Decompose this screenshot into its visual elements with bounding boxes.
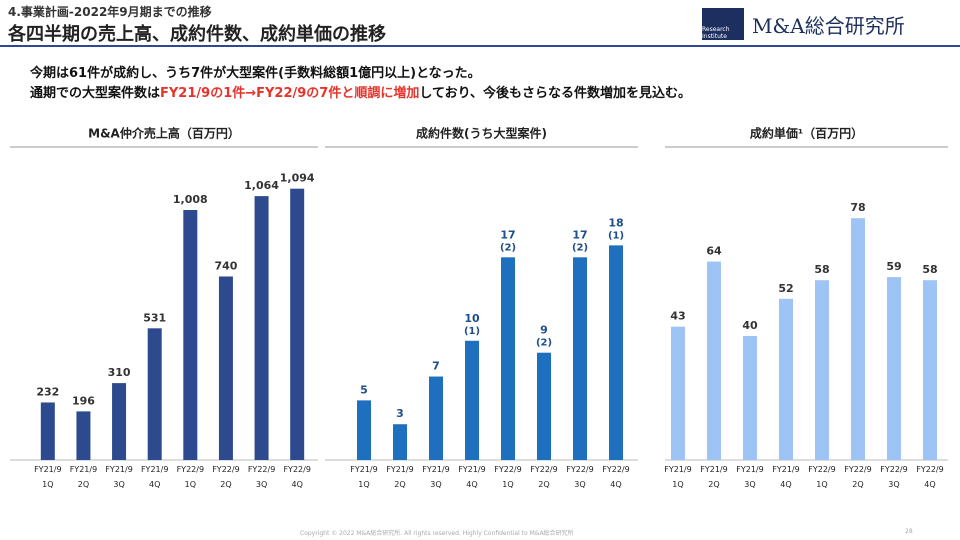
x-tick-label: FY21/9 4Q <box>772 465 800 489</box>
bar <box>537 352 551 460</box>
x-tick-label: FY22/9 4Q <box>916 465 944 489</box>
bar <box>393 424 407 460</box>
sub-label: (2) <box>572 242 588 253</box>
x-tick-label: FY22/9 2Q <box>212 465 240 489</box>
bar <box>671 326 685 460</box>
bar <box>707 261 721 460</box>
x-tick-label: FY21/9 1Q <box>664 465 692 489</box>
x-tick-label: FY22/9 3Q <box>247 465 276 489</box>
value-label: 1,064 <box>244 179 279 192</box>
value-label: 3 <box>396 407 404 420</box>
value-label: 7 <box>432 360 440 373</box>
x-tick-label: FY22/9 2Q <box>844 465 872 489</box>
bar <box>465 340 479 460</box>
summary-line: 今期は61件が成約し、うち7件が大型案件(手数料総額1億円以上)となった。 <box>30 66 481 81</box>
x-tick-label: FY21/9 1Q <box>34 465 62 489</box>
bar <box>779 298 793 460</box>
value-label: 740 <box>214 259 237 272</box>
footer-copyright: Copyright © 2022 M&A総合研究所. All rights re… <box>300 530 574 537</box>
value-label: 58 <box>814 263 829 276</box>
sub-label: (1) <box>608 230 624 241</box>
sub-label: (2) <box>536 338 552 349</box>
logo-mark-text: Research Institute <box>702 26 730 40</box>
value-label: 58 <box>922 263 937 276</box>
bar <box>923 280 937 460</box>
value-label: 531 <box>143 311 166 324</box>
logo: M&A総合研究所 <box>752 14 905 38</box>
value-label: 232 <box>36 385 59 398</box>
x-tick-label: FY22/9 1Q <box>176 465 205 489</box>
bar <box>218 276 233 460</box>
value-label: 1,094 <box>280 172 315 185</box>
value-label: 43 <box>670 310 685 323</box>
x-tick-label: FY21/9 3Q <box>736 465 764 489</box>
bar <box>429 376 443 460</box>
value-label: 310 <box>108 366 131 379</box>
bar <box>573 257 587 460</box>
sub-label: (1) <box>464 326 480 337</box>
value-label: 64 <box>706 245 722 258</box>
value-label: 10 <box>464 312 480 325</box>
value-label: 9 <box>540 324 548 337</box>
x-tick-label: FY21/9 4Q <box>140 465 169 489</box>
bar <box>183 210 198 460</box>
value-label: 5 <box>360 383 368 396</box>
x-tick-label: FY21/9 1Q <box>350 465 378 489</box>
x-tick-label: FY22/9 1Q <box>494 465 522 489</box>
bar <box>76 411 91 460</box>
sub-label: (2) <box>500 242 516 253</box>
title-rule <box>0 45 960 47</box>
summary-highlight: FY21/9の1件→FY22/9の7件と順調に増加 <box>160 86 420 101</box>
x-tick-label: FY21/9 3Q <box>422 465 450 489</box>
x-tick-label: FY22/9 4Q <box>283 465 311 489</box>
chart-title: 成約件数(うち大型案件) <box>416 126 547 141</box>
summary-text: しており、今後もさらなる件数増加を見込む。 <box>419 86 692 101</box>
x-tick-label: FY21/9 3Q <box>105 465 133 489</box>
value-label: 17 <box>500 228 515 241</box>
bar <box>147 328 162 460</box>
x-tick-label: FY22/9 4Q <box>602 465 630 489</box>
value-label: 52 <box>778 282 793 295</box>
value-label: 78 <box>850 201 865 214</box>
bar <box>887 277 901 460</box>
x-tick-label: FY21/9 4Q <box>458 465 486 489</box>
value-label: 196 <box>72 394 95 407</box>
x-tick-label: FY22/9 1Q <box>808 465 836 489</box>
bar <box>40 402 55 460</box>
summary-line: 通期での大型案件数はFY21/9の1件→FY22/9の7件と順調に増加しており、… <box>30 82 691 101</box>
chart-title: M&A仲介売上高（百万円） <box>88 126 240 141</box>
value-label: 17 <box>572 228 587 241</box>
chart-title: 成約単価¹（百万円） <box>750 126 863 141</box>
section-label: 4.事業計画-2022年9月期までの推移 <box>8 5 212 19</box>
x-tick-label: FY22/9 2Q <box>530 465 558 489</box>
slide-title: 各四半期の売上高、成約件数、成約単価の推移 <box>8 24 386 45</box>
x-tick-label: FY21/9 2Q <box>700 465 728 489</box>
bar <box>112 383 127 460</box>
x-tick-label: FY21/9 2Q <box>386 465 414 489</box>
page-number: 28 <box>905 528 913 535</box>
value-label: 1,008 <box>173 193 208 206</box>
bar <box>743 336 757 460</box>
bar <box>357 400 371 460</box>
x-tick-label: FY22/9 3Q <box>880 465 908 489</box>
bar <box>254 196 269 461</box>
value-label: 18 <box>608 216 623 229</box>
x-tick-label: FY22/9 3Q <box>566 465 594 489</box>
bar <box>609 245 623 460</box>
bar <box>851 218 865 460</box>
bar <box>290 188 305 461</box>
x-tick-label: FY21/9 2Q <box>69 465 98 489</box>
summary-text: 通期での大型案件数は <box>30 86 161 101</box>
value-label: 40 <box>742 319 758 332</box>
logo-mark: Research Institute <box>702 8 744 40</box>
bar <box>501 257 515 460</box>
value-label: 59 <box>886 260 901 273</box>
bar <box>815 280 829 460</box>
